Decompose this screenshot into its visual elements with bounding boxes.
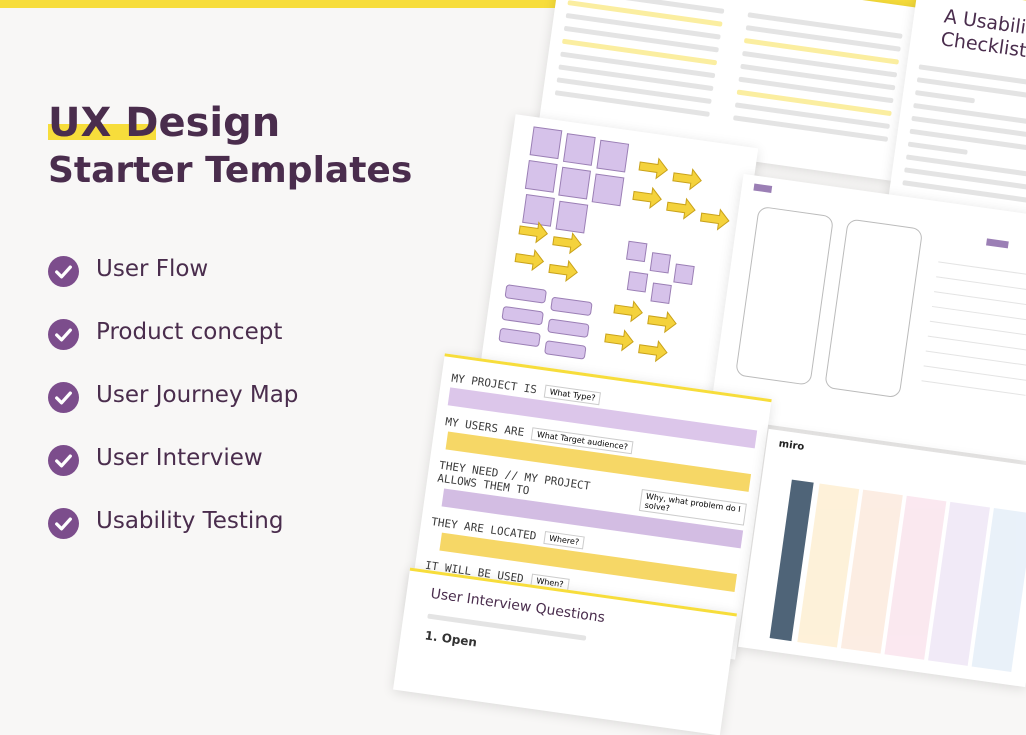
stickies — [498, 126, 730, 363]
checklist-text: Usability Testing — [96, 508, 284, 534]
title-highlight: UX Design — [48, 100, 280, 146]
check-icon — [48, 445, 79, 476]
check-icon — [48, 382, 79, 413]
checklist-item: User Flow — [48, 256, 298, 319]
wireframe-preview — [709, 173, 1026, 462]
checklist-item: Usability Testing — [48, 508, 298, 571]
check-icon — [48, 256, 79, 287]
checklist-text: User Flow — [96, 256, 209, 282]
checklist-item: User Journey Map — [48, 382, 298, 445]
sticky-preview — [478, 114, 759, 411]
checklist-item: User Interview — [48, 445, 298, 508]
board-preview: miro — [738, 428, 1026, 688]
check-icon — [48, 319, 79, 350]
checklist-item: Product concept — [48, 319, 298, 382]
checklist-text: Product concept — [96, 319, 283, 345]
checklist-text: User Journey Map — [96, 382, 299, 408]
subtitle: Starter Templates — [48, 150, 413, 191]
wireframes — [736, 183, 1026, 397]
checklist-text: User Interview — [96, 445, 263, 471]
top-bar — [0, 0, 1026, 8]
checklist: User Flow Product concept User Journey Map… — [48, 256, 298, 571]
title: UX Design Starter Templates — [48, 100, 412, 191]
canvas-prompt: Where? — [543, 530, 585, 550]
check-icon — [48, 508, 79, 539]
title-text: UX Design — [48, 100, 281, 146]
board-grid — [769, 479, 1026, 673]
